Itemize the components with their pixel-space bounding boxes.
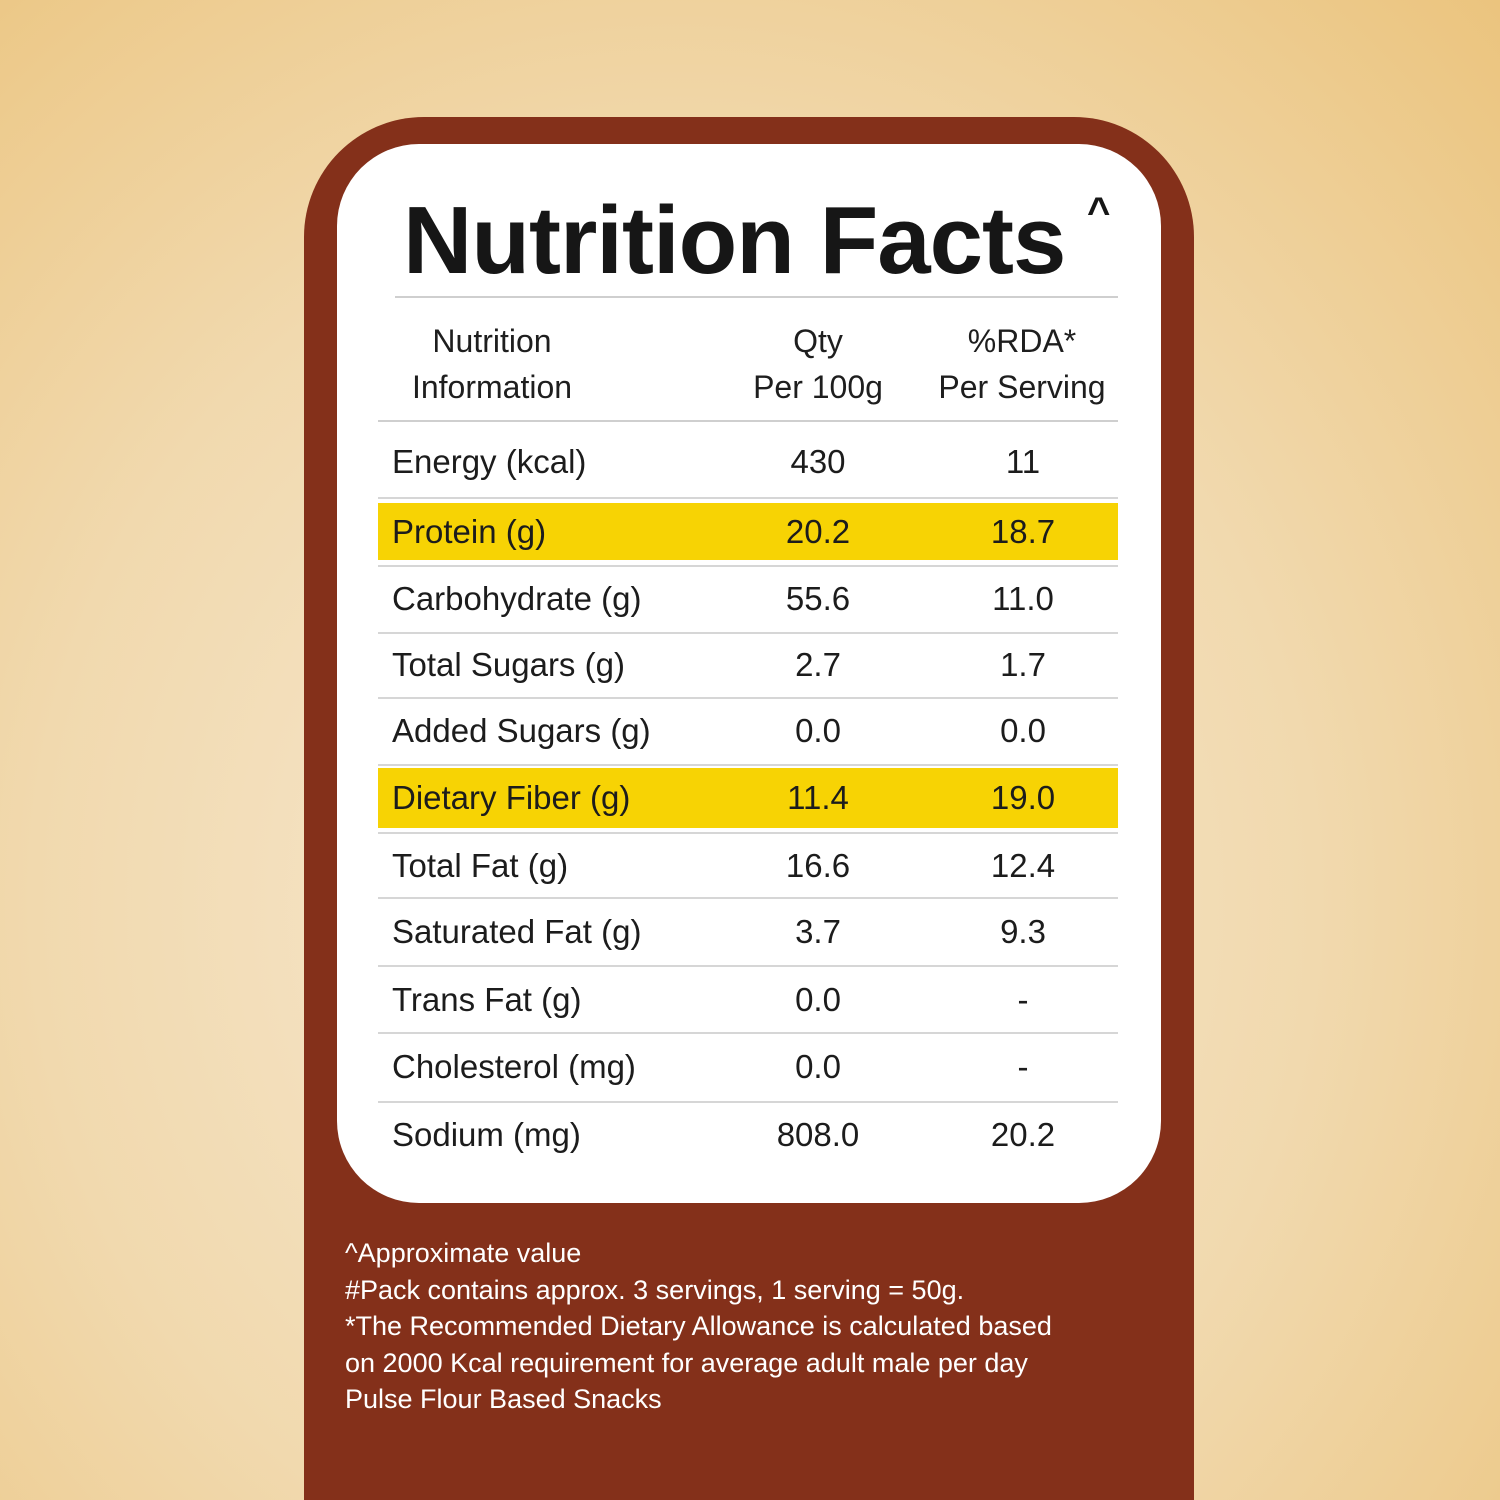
row-divider <box>378 565 1118 567</box>
rda-per-serving: 11.0 <box>992 580 1054 617</box>
footnote-line: on 2000 Kcal requirement for average adu… <box>345 1347 1028 1378</box>
qty-per-100g: 0.0 <box>795 1048 841 1085</box>
table-row: Sodium (mg) 808.0 20.2 <box>378 1103 1118 1167</box>
row-divider <box>378 965 1118 967</box>
qty-per-100g: 55.6 <box>785 580 851 617</box>
nutrient-name: Sodium (mg) <box>392 1116 581 1153</box>
row-divider <box>378 497 1118 499</box>
rda-per-serving: 19.0 <box>990 779 1056 816</box>
qty-per-100g: 3.7 <box>795 913 841 950</box>
rda-per-serving: 9.3 <box>1000 913 1046 950</box>
nutrient-name: Saturated Fat (g) <box>392 913 642 950</box>
table-row: Carbohydrate (g) 55.6 11.0 <box>378 568 1118 630</box>
qty-per-100g: 20.2 <box>785 513 851 550</box>
header-divider <box>378 420 1118 422</box>
qty-per-100g: 0.0 <box>795 981 841 1018</box>
nutrient-name: Carbohydrate (g) <box>392 580 642 617</box>
nutrient-name: Total Fat (g) <box>392 847 569 884</box>
footnote-line: #Pack contains approx. 3 servings, 1 ser… <box>345 1274 965 1305</box>
table-row: Trans Fat (g) 0.0 - <box>378 968 1118 1032</box>
footnotes: ^Approximate value #Pack contains approx… <box>345 1235 1145 1418</box>
approximate-mark: ^ <box>1087 190 1111 234</box>
nutrient-name: Dietary Fiber (g) <box>392 779 631 816</box>
page-title: Nutrition Facts <box>403 187 1066 294</box>
nutrient-name: Energy (kcal) <box>392 443 587 480</box>
rda-per-serving: 11 <box>1005 443 1041 480</box>
rda-per-serving: 1.7 <box>1000 646 1046 683</box>
footnote-line: Pulse Flour Based Snacks <box>345 1384 662 1414</box>
qty-per-100g: 0.0 <box>795 712 841 749</box>
rda-per-serving: - <box>1017 981 1029 1018</box>
rda-per-serving: 20.2 <box>990 1116 1056 1153</box>
row-divider <box>378 1101 1118 1103</box>
header-rda-per-serving: %RDA* Per Serving <box>938 323 1106 405</box>
nutrient-name: Added Sugars (g) <box>392 712 651 749</box>
header-nutrition-information: Nutrition Information <box>411 323 573 405</box>
nutrient-name: Trans Fat (g) <box>392 981 582 1018</box>
qty-per-100g: 2.7 <box>795 646 841 683</box>
header-qty-per-100g: Qty Per 100g <box>753 323 883 405</box>
table-row: Added Sugars (g) 0.0 0.0 <box>378 700 1118 762</box>
row-divider <box>378 897 1118 899</box>
footnote-line: ^Approximate value <box>345 1238 582 1268</box>
table-row: Cholesterol (mg) 0.0 - <box>378 1035 1118 1099</box>
nutrient-name: Total Sugars (g) <box>392 646 625 683</box>
rda-per-serving: - <box>1017 1048 1029 1085</box>
nutrition-card <box>337 144 1161 1203</box>
table-row-highlighted: Protein (g) 20.2 18.7 <box>378 503 1118 560</box>
footnote-line: *The Recommended Dietary Allowance is ca… <box>345 1311 1052 1341</box>
table-row: Energy (kcal) 430 11 <box>378 430 1118 494</box>
rda-per-serving: 18.7 <box>990 513 1056 550</box>
table-row-highlighted: Dietary Fiber (g) 11.4 19.0 <box>378 768 1118 828</box>
nutrient-name: Protein (g) <box>392 513 547 550</box>
table-row: Total Sugars (g) 2.7 1.7 <box>378 634 1118 696</box>
row-divider <box>378 764 1118 766</box>
title-block: Nutrition Facts <box>403 186 1066 296</box>
qty-per-100g: 430 <box>790 443 846 480</box>
qty-per-100g: 11.4 <box>787 779 849 816</box>
row-divider <box>378 632 1118 634</box>
rda-per-serving: 12.4 <box>990 847 1056 884</box>
row-divider <box>378 832 1118 834</box>
table-row: Total Fat (g) 16.6 12.4 <box>378 836 1118 896</box>
qty-per-100g: 16.6 <box>785 847 851 884</box>
row-divider <box>378 697 1118 699</box>
rda-per-serving: 0.0 <box>1000 712 1046 749</box>
nutrient-name: Cholesterol (mg) <box>392 1048 636 1085</box>
table-row: Saturated Fat (g) 3.7 9.3 <box>378 900 1118 964</box>
qty-per-100g: 808.0 <box>776 1116 860 1153</box>
row-divider <box>378 1032 1118 1034</box>
title-divider <box>395 296 1118 298</box>
